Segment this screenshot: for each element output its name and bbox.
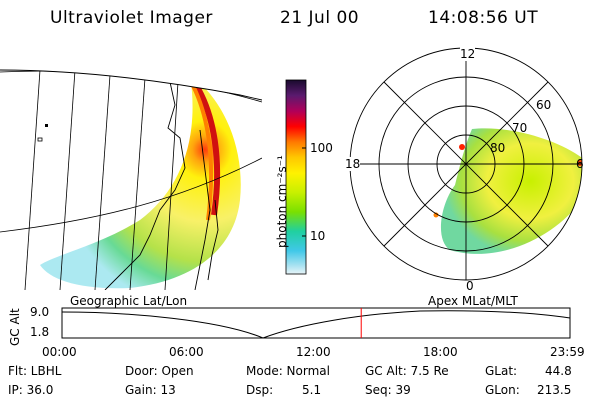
info-dsp-label: Dsp: [246, 383, 274, 397]
altitude-timeline [61, 307, 571, 339]
mlat-label-80: 80 [490, 141, 506, 155]
info-glat-label: GLat: [485, 364, 518, 378]
info-ip: IP: 36.0 [8, 383, 54, 397]
instrument-title: Ultraviolet Imager [50, 8, 213, 28]
info-gain: Gain: 13 [125, 383, 176, 397]
colorbar-unit-label: photon cm⁻²s⁻¹ [275, 155, 289, 248]
timeline-ytick-top: 9.0 [30, 305, 50, 319]
timeline-xtick-2359: 23:59 [550, 345, 585, 359]
mlt-label-0: 0 [466, 279, 474, 293]
mlat-label-60: 60 [536, 98, 552, 112]
date-label: 21 Jul 00 [280, 8, 360, 28]
info-dsp-value: 5.1 [302, 383, 322, 397]
colorbar-tick-100: 100 [310, 141, 333, 155]
time-label: 14:08:56 UT [428, 8, 539, 28]
timeline-xtick-1800: 18:00 [423, 345, 458, 359]
info-seq: Seq: 39 [365, 383, 411, 397]
mlat-label-70: 70 [512, 121, 528, 135]
timeline-ytick-bottom: 1.8 [30, 325, 50, 339]
polar-panel-label: Apex MLat/MLT [428, 294, 518, 308]
info-door: Door: Open [125, 364, 194, 378]
colorbar [285, 79, 307, 275]
geographic-map [0, 69, 262, 290]
timeline-xtick-0000: 00:00 [42, 345, 77, 359]
info-glon-value: 213.5 [537, 383, 572, 397]
info-glat-value: 44.8 [545, 364, 572, 378]
mlt-label-18: 18 [345, 157, 361, 171]
colorbar-tick-10: 10 [310, 229, 326, 243]
geo-panel-label: Geographic Lat/Lon [70, 294, 188, 308]
info-glon-label: GLon: [485, 383, 520, 397]
timeline-xtick-1200: 12:00 [296, 345, 331, 359]
polar-plot [349, 47, 583, 281]
info-gc-alt: GC Alt: 7.5 Re [365, 364, 449, 378]
info-filter: Flt: LBHL [8, 364, 62, 378]
mlt-label-6: 6 [576, 157, 584, 171]
timeline-xtick-0600: 06:00 [169, 345, 204, 359]
mlt-label-12: 12 [460, 47, 476, 61]
info-mode: Mode: Normal [246, 364, 330, 378]
timeline-yaxis-label: GC Alt [8, 308, 22, 346]
